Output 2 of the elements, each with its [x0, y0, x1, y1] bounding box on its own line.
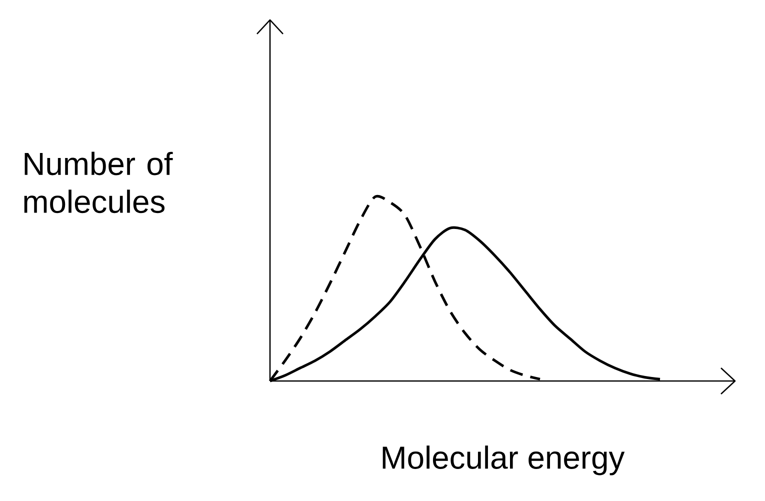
- y-axis-title: Number of molecules: [24, 152, 173, 214]
- x-axis-title: Molecular energy: [382, 446, 625, 476]
